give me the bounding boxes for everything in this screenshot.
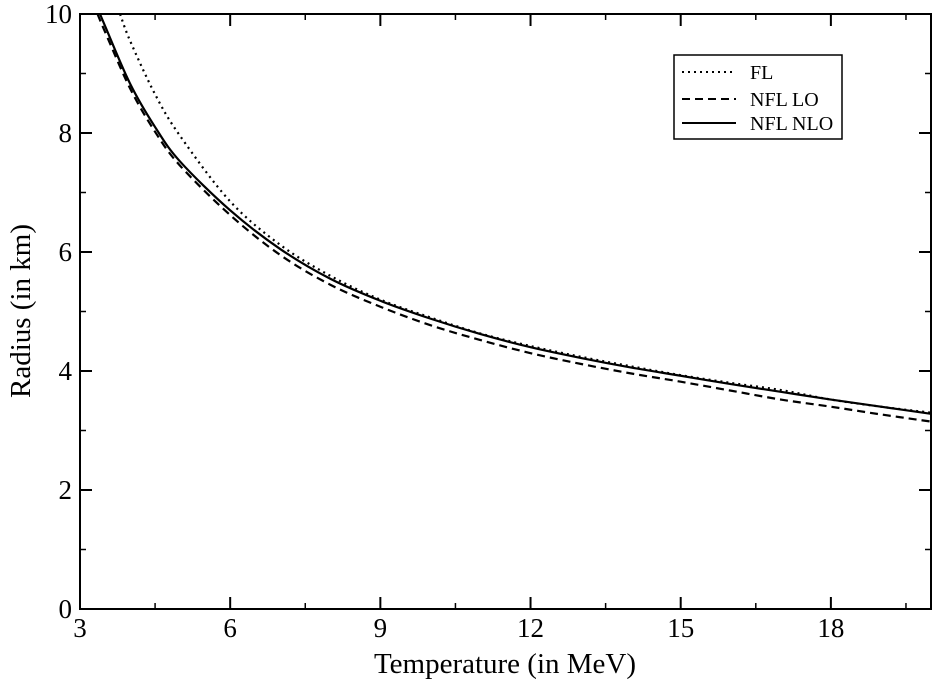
series-line-nfl-nlo [99,13,932,415]
x-tick-label: 15 [667,613,694,643]
y-tick-label: 6 [59,237,73,267]
y-tick-label: 0 [59,594,73,624]
y-tick-label: 4 [59,356,73,386]
legend-box [673,54,843,140]
legend-label-fl: FL [750,62,773,84]
tick-labels: 3 6 9 12 15 18 0 2 4 6 8 10 [45,0,844,643]
x-tick-label: 9 [374,613,388,643]
y-axis-title: Radius (in km) [5,224,37,398]
series-lines [96,13,932,423]
legend-label-nfl-lo: NFL LO [750,89,819,111]
series-line-fl [119,13,932,414]
y-tick-label: 10 [45,0,72,29]
x-axis-title: Temperature (in MeV) [374,648,636,680]
legend: FL NFL LO NFL NLO [673,54,843,140]
x-tick-label: 6 [223,613,237,643]
y-tick-label: 8 [59,118,73,148]
y-tick-label: 2 [59,475,73,505]
x-tick-label: 12 [517,613,544,643]
x-tick-label: 3 [73,613,87,643]
legend-label-nfl-nlo: NFL NLO [750,113,833,135]
axis-ticks [79,13,931,610]
x-tick-label: 18 [817,613,844,643]
series-line-nfl-lo [96,13,932,423]
